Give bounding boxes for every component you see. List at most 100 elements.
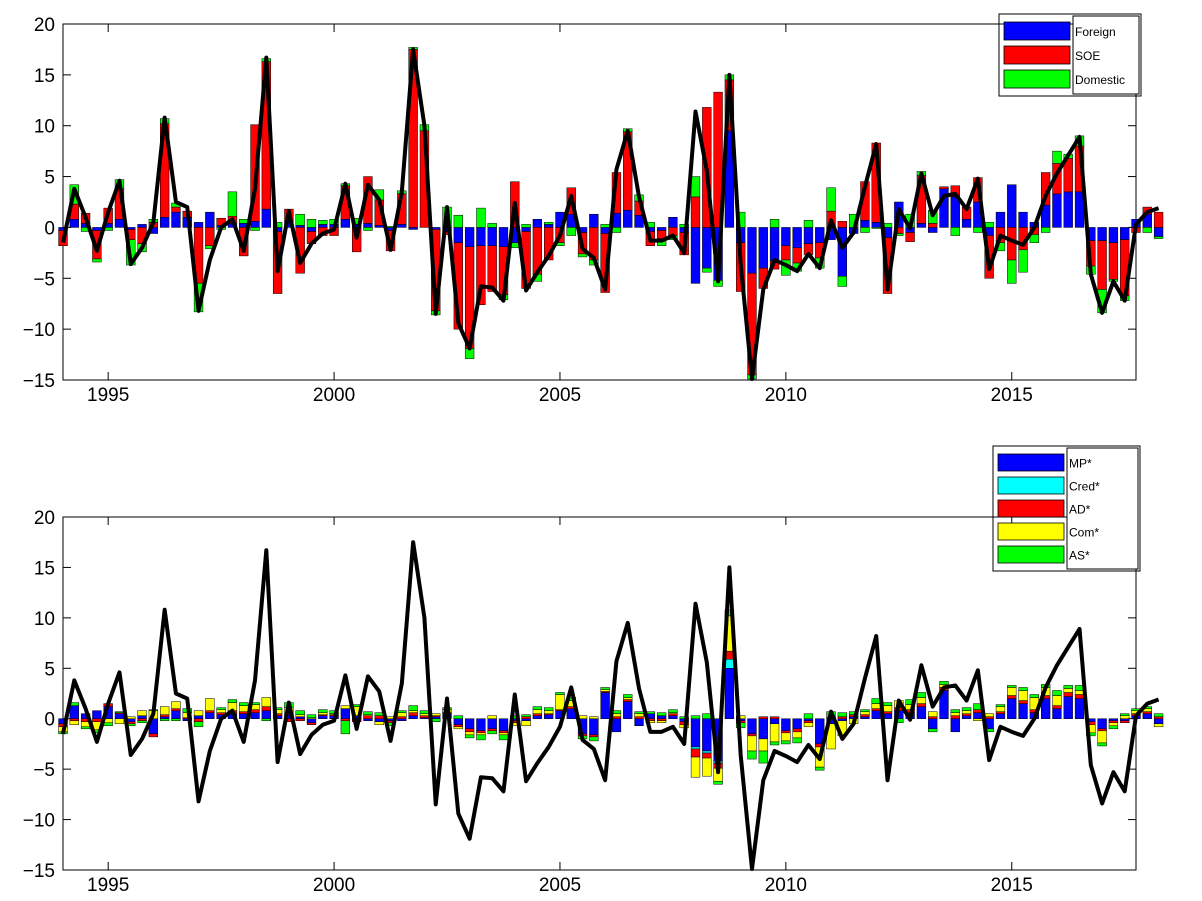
bar-ad [961,713,972,716]
bar-as [555,692,565,695]
bar-domestic [476,207,486,228]
bar-mp [928,718,938,730]
bar-foreign [205,211,215,228]
plot-area [62,516,1137,871]
bar-domestic [306,219,317,228]
bar-mp [374,718,384,722]
y-tick-label: 0 [44,710,55,731]
bar-foreign [702,227,712,269]
bar-com [690,756,701,778]
bar-domestic [1018,249,1028,273]
bar-ad [532,713,543,716]
bar-foreign [600,227,610,234]
bar-mp [769,718,780,725]
bar-ad [837,716,847,719]
bar-foreign [340,219,351,228]
bar-foreign [1120,227,1130,240]
bar-mp [532,715,543,719]
bar-domestic [973,227,983,233]
bar-mp [1097,718,1107,730]
legend-label: Cred* [1069,480,1100,494]
bar-foreign [758,227,768,269]
bar-domestic [679,224,689,228]
bar-as [961,707,972,711]
bar-cred [690,746,701,750]
bar-as [171,718,181,721]
bar-foreign [487,227,497,246]
bar-mp [193,715,204,719]
bar-com [792,731,802,739]
legend-label: Domestic [1075,73,1125,87]
bar-mp [1063,696,1073,719]
bar-domestic [860,227,870,233]
bar-as [634,711,644,714]
x-tick-label: 2015 [991,385,1033,406]
y-tick-label: 15 [34,558,55,579]
bar-domestic [521,224,531,228]
bar-as [1108,725,1119,730]
y-tick-label: 10 [34,609,55,630]
bar-com [555,694,565,710]
y-tick-label: −10 [23,811,55,832]
bar-com [464,731,475,736]
bar-com [803,722,814,728]
bar-soe [1097,240,1107,290]
legend-label: SOE [1075,49,1100,63]
legend-label: AD* [1069,503,1091,517]
bar-as [668,709,678,713]
bar-ad [950,715,960,719]
bar-foreign [961,219,972,228]
bar-mp [295,716,305,719]
y-tick-label: 20 [34,508,55,529]
bar-as [261,718,271,721]
bar-mp [871,710,881,719]
y-tick-label: −5 [33,760,55,781]
bar-foreign [544,224,554,228]
bar-as [487,730,497,735]
bar-as [1029,694,1039,698]
bar-mp [487,718,497,730]
bar-ad [1063,692,1073,697]
bar-soe [352,227,362,253]
bar-com [916,697,927,704]
bar-mp [792,718,802,730]
bar-as [1097,742,1107,747]
bar-soe [905,232,915,242]
bar-domestic [227,191,238,217]
bar-com [623,697,633,700]
bar-foreign [114,219,125,228]
bar-com [160,706,170,715]
bar-mp [306,718,317,723]
bar-ad [769,716,780,719]
bar-as [476,734,486,741]
bar-foreign [916,223,927,228]
bar-ad [171,708,181,711]
bar-as [227,699,238,703]
x-tick-label: 2000 [313,875,355,896]
bar-com [239,705,249,712]
bar-foreign [261,208,271,228]
bar-mp [171,710,181,719]
bar-mp [137,715,147,719]
bar-as [363,711,373,715]
bar-mp [600,692,610,719]
bar-domestic [1007,259,1017,284]
bar-ad [464,728,475,733]
bar-as [781,740,791,745]
bar-soe [487,245,497,292]
bar-ad [928,716,938,719]
bar-as [758,750,768,764]
bar-mp [724,668,735,719]
bar-foreign [363,223,373,228]
legend-swatch [1003,21,1071,41]
legend-swatch [997,545,1065,564]
bar-mp [589,718,599,736]
bar-as [532,706,543,710]
bar-as [1153,713,1164,717]
bar-as [747,750,757,760]
bar-ad [668,713,678,716]
bar-soe [792,247,802,264]
bar-com [1063,688,1073,693]
legend-swatch [997,499,1065,518]
bar-mp [408,715,418,719]
